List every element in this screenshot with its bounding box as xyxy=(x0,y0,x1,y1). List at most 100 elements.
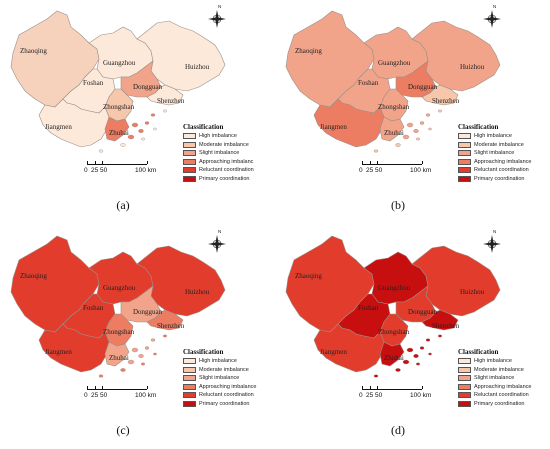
legend-label: Moderate imbalance xyxy=(474,141,524,148)
legend-label: Reluctant coordination xyxy=(474,167,529,174)
legend-item: Primary coordination xyxy=(183,400,256,409)
island xyxy=(153,352,157,356)
scale-label: 25 xyxy=(91,167,99,174)
island xyxy=(406,122,414,128)
legend-swatch xyxy=(458,158,471,165)
map-panel-a: Zhaoqing Guangzhou Huizhou Foshan Dongguan Sh… xyxy=(5,4,265,205)
region-dongguan xyxy=(120,285,162,323)
legend-label: Slight imbalance xyxy=(474,150,515,157)
island xyxy=(428,127,432,131)
island xyxy=(144,346,150,350)
scale-bar: 0 25 50 100 km xyxy=(358,161,438,181)
legend-label: High imbalance xyxy=(199,358,237,365)
scale-label: 100 km xyxy=(410,167,432,174)
legend-label: Slight imbalance xyxy=(474,375,515,382)
city-label-zhuhai: Zhuhai xyxy=(109,354,129,362)
legend-item: High imbalance xyxy=(458,132,531,141)
legend-swatch xyxy=(183,158,196,165)
legend-label: High imbalance xyxy=(474,358,512,365)
scale-label: 100 km xyxy=(135,167,157,174)
legend-swatch xyxy=(458,366,471,373)
scale-bar: 0 25 50 100 km xyxy=(358,386,438,406)
island xyxy=(140,362,145,366)
panel-caption: (d) xyxy=(391,423,405,437)
island xyxy=(373,374,379,378)
legend-label: Slight imbalance xyxy=(199,150,240,157)
city-label-zhongshan: Zhongshan xyxy=(378,103,410,111)
island xyxy=(437,109,442,113)
region-zhuhai xyxy=(379,341,405,367)
legend-item: Moderate imbalance xyxy=(458,366,531,375)
legend-label: Reluctant coordination xyxy=(474,392,529,399)
map-panel-c: Zhaoqing Guangzhou Huizhou Foshan Dongguan Sh… xyxy=(5,229,265,430)
scale-label: 0 xyxy=(359,167,363,174)
island xyxy=(127,134,135,140)
island xyxy=(413,353,419,358)
city-label-huizhou: Huizhou xyxy=(460,63,485,71)
legend: Classification High imbalance Moderate imb… xyxy=(183,123,254,183)
legend-swatch xyxy=(458,167,471,174)
island xyxy=(419,346,425,350)
city-label-zhongshan: Zhongshan xyxy=(103,328,135,336)
island xyxy=(373,149,379,153)
region-shenzhen xyxy=(421,84,459,106)
legend-swatch xyxy=(458,133,471,140)
legend-item: Approaching imbalance xyxy=(183,383,256,392)
legend-swatch xyxy=(183,175,196,182)
city-label-shenzhen: Shenzhen xyxy=(432,322,460,330)
city-label-jiangmen: Jiangmen xyxy=(45,123,72,131)
island xyxy=(419,121,425,125)
legend-title: Classification xyxy=(458,348,499,356)
island xyxy=(395,143,401,147)
legend-item: Primary coordination xyxy=(458,400,531,409)
city-label-zhuhai: Zhuhai xyxy=(109,129,129,137)
island xyxy=(120,368,126,372)
legend-label: Approaching imbalance xyxy=(474,158,532,165)
scale-label: 25 xyxy=(91,392,99,399)
island xyxy=(425,113,431,117)
island xyxy=(153,127,157,131)
scale-label: 25 xyxy=(366,167,374,174)
legend-swatch xyxy=(183,366,196,373)
panel-caption: (c) xyxy=(116,423,130,437)
legend-item: Slight imbalance xyxy=(183,149,254,158)
legend-swatch xyxy=(458,400,471,407)
legend-item: Slight imbalance xyxy=(458,374,531,383)
city-label-foshan: Foshan xyxy=(358,304,379,312)
city-label-jiangmen: Jiangmen xyxy=(320,348,347,356)
island xyxy=(162,109,167,113)
legend-item: Moderate imbalance xyxy=(458,141,531,150)
panel-caption: (b) xyxy=(391,198,405,212)
scale-label: 0 xyxy=(359,392,363,399)
north-label: N xyxy=(218,229,222,234)
city-label-shenzhen: Shenzhen xyxy=(157,97,185,105)
city-label-guangzhou: Guangzhou xyxy=(103,59,136,67)
legend-swatch xyxy=(183,167,196,174)
city-label-huizhou: Huizhou xyxy=(460,288,485,296)
island xyxy=(138,353,144,358)
island xyxy=(98,149,104,153)
city-label-zhaoqing: Zhaoqing xyxy=(20,272,47,280)
city-label-dongguan: Dongguan xyxy=(133,308,163,316)
island xyxy=(127,359,135,365)
legend-item: Reluctant coordination xyxy=(183,391,256,400)
island xyxy=(402,359,410,365)
city-label-guangzhou: Guangzhou xyxy=(378,59,411,67)
island xyxy=(131,122,139,128)
map-svg xyxy=(285,235,501,378)
legend-swatch xyxy=(183,133,196,140)
north-label: N xyxy=(218,4,222,9)
panel-caption: (a) xyxy=(116,198,130,212)
north-label: N xyxy=(493,229,497,234)
island xyxy=(98,374,104,378)
legend-label: Approaching imbalance xyxy=(474,383,532,390)
city-label-dongguan: Dongguan xyxy=(408,83,438,91)
city-label-zhuhai: Zhuhai xyxy=(384,354,404,362)
scale-label: 50 xyxy=(375,167,383,174)
legend-label: High imbalance xyxy=(199,133,237,140)
legend-label: Moderate imbalance xyxy=(474,366,524,373)
scale-label: 100 km xyxy=(410,392,432,399)
legend-label: Approaching imbalance xyxy=(199,383,257,390)
legend-item: Slight imbalance xyxy=(183,374,256,383)
map-panel-d: Zhaoqing Guangzhou Huizhou Foshan Dongguan Sh… xyxy=(280,229,540,430)
